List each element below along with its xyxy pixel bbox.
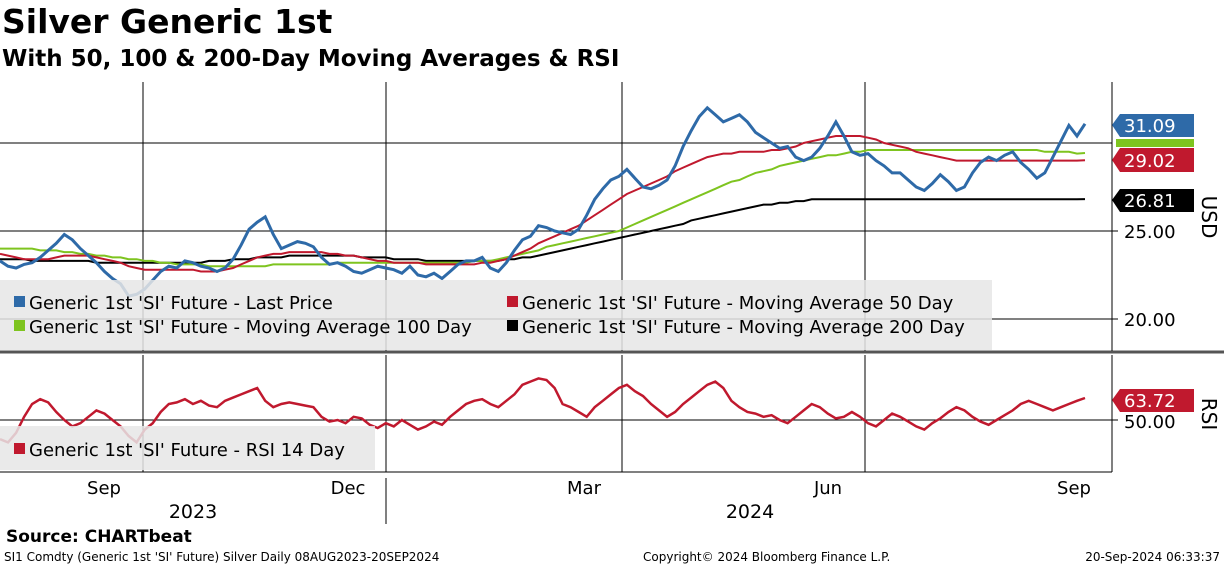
tag-ma200-value: 26.81: [1124, 191, 1176, 212]
tag-ma50: 29.02: [1112, 148, 1194, 172]
xtick-dec-2023: Dec: [331, 478, 366, 499]
chart-title: Silver Generic 1st: [2, 2, 333, 41]
year-label-2023: 2023: [169, 501, 217, 523]
ytick-20: 20.00: [1124, 310, 1176, 331]
legend-swatch-ma200: [507, 320, 518, 331]
year-label-2024: 2024: [726, 501, 774, 523]
tag-last-price-value: 31.09: [1124, 116, 1176, 137]
tag-ma100: [1116, 139, 1194, 147]
tag-last-price: 31.09: [1112, 114, 1194, 137]
legend-ma100-label: Generic 1st 'SI' Future - Moving Average…: [29, 317, 472, 338]
legend-swatch-ma100: [14, 320, 25, 331]
legend-rsi-label: Generic 1st 'SI' Future - RSI 14 Day: [29, 440, 345, 461]
xtick-mar-2024: Mar: [567, 478, 602, 499]
source-note: Source: CHARTbeat: [6, 527, 192, 547]
series-rsi-line: [0, 377, 1086, 445]
chart-subtitle: With 50, 100 & 200-Day Moving Averages &…: [2, 46, 620, 72]
xtick-jun-2024: Jun: [813, 478, 842, 499]
series-ma50-line: [0, 135, 1086, 273]
tag-ma200: 26.81: [1112, 189, 1194, 212]
price-axis-label: USD: [1197, 196, 1221, 239]
series-last-price-line: [0, 105, 1087, 298]
legend-swatch-rsi: [14, 443, 25, 454]
footer-copyright: Copyright© 2024 Bloomberg Finance L.P.: [643, 550, 891, 564]
footer-timestamp: 20-Sep-2024 06:33:37: [1085, 550, 1220, 564]
legend-swatch-last: [14, 296, 25, 307]
legend-swatch-ma50: [507, 296, 518, 307]
xtick-sep-2024: Sep: [1057, 478, 1091, 499]
tag-ma50-value: 29.02: [1124, 151, 1176, 172]
price-legend: Generic 1st 'SI' Future - Last Price Gen…: [0, 280, 992, 350]
legend-last-label: Generic 1st 'SI' Future - Last Price: [29, 293, 333, 314]
xtick-sep-2023: Sep: [87, 478, 121, 499]
series-ma100-line: [0, 149, 1086, 268]
rsi-legend: Generic 1st 'SI' Future - RSI 14 Day: [0, 426, 375, 470]
legend-ma200-label: Generic 1st 'SI' Future - Moving Average…: [522, 317, 965, 338]
ytick-25: 25.00: [1124, 222, 1176, 243]
rsi-axis-label: RSI: [1197, 398, 1221, 431]
ytick-rsi-50: 50.00: [1124, 412, 1176, 433]
tag-rsi: 63.72: [1112, 389, 1194, 412]
footer-series-info: SI1 Comdty (Generic 1st 'SI' Future) Sil…: [4, 550, 440, 564]
legend-ma50-label: Generic 1st 'SI' Future - Moving Average…: [522, 293, 954, 314]
tag-rsi-value: 63.72: [1124, 391, 1176, 412]
